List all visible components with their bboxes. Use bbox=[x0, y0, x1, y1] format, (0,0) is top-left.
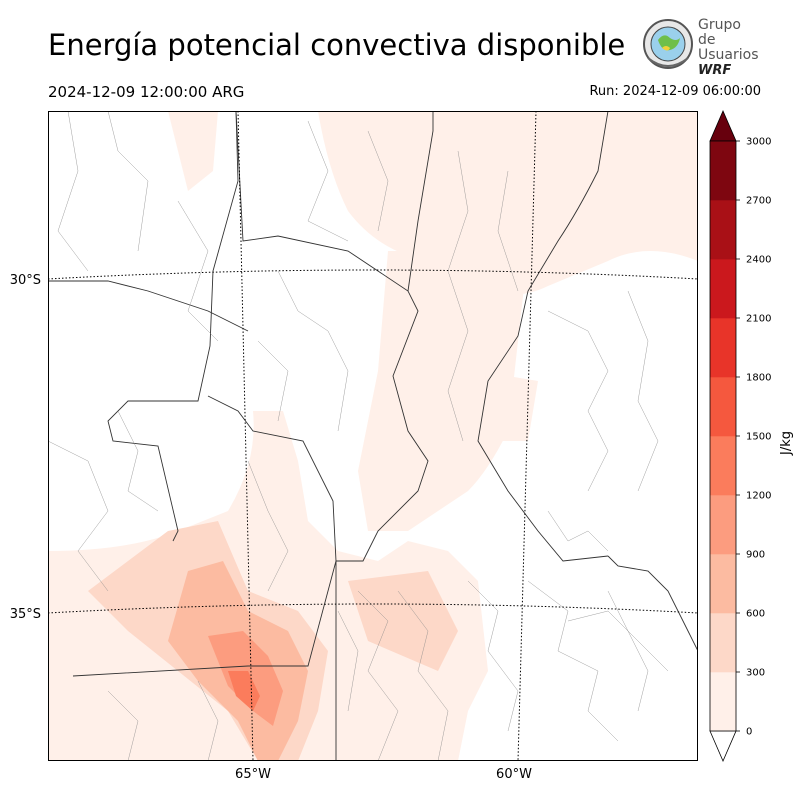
colorbar-bin bbox=[710, 436, 736, 496]
lat-label-35s: 35°S bbox=[10, 607, 41, 622]
cape-field bbox=[48, 111, 698, 761]
colorbar-tick-label: 600 bbox=[746, 609, 765, 620]
colorbar-tick-label: 2100 bbox=[746, 314, 771, 325]
colorbar-bin bbox=[710, 200, 736, 260]
colorbar-tick-label: 900 bbox=[746, 550, 765, 561]
cape-map bbox=[48, 111, 698, 761]
colorbar-bin bbox=[710, 318, 736, 378]
globe-emblem-icon bbox=[643, 19, 693, 69]
colorbar-extend-min bbox=[709, 730, 737, 763]
colorbar-tick-label: 300 bbox=[746, 668, 765, 679]
colorbar-tick-label: 1800 bbox=[746, 373, 771, 384]
colorbar-bin bbox=[710, 554, 736, 614]
colorbar-bin bbox=[710, 672, 736, 732]
colorbar-tick-label: 0 bbox=[746, 727, 752, 738]
colorbar-tick-label: 3000 bbox=[746, 137, 771, 148]
logo-text: Grupo de Usuarios WRF bbox=[698, 17, 759, 79]
department-borders bbox=[48, 111, 669, 761]
colorbar-bin bbox=[710, 141, 736, 201]
colorbar-tick-label: 1500 bbox=[746, 432, 771, 443]
colorbar-unit-label: J/kg bbox=[779, 431, 794, 456]
colorbar-bin bbox=[710, 259, 736, 319]
parallel-35s bbox=[48, 603, 698, 614]
run-time-label: Run: 2024-12-09 06:00:00 bbox=[589, 84, 761, 99]
colorbar-tick-label: 2700 bbox=[746, 196, 771, 207]
colorbar-tick-label: 2400 bbox=[746, 255, 771, 266]
colorbar-tick-label: 1200 bbox=[746, 491, 771, 502]
colorbar-bin bbox=[710, 377, 736, 437]
colorbar-bins bbox=[709, 109, 737, 763]
colorbar: 0 300 600 900 1200 1500 1800 2100 2400 2700 3000 J… bbox=[709, 109, 794, 763]
page-title: Energía potencial convectiva disponible bbox=[48, 28, 626, 62]
map-frame bbox=[48, 111, 698, 761]
colorbar-extend-max bbox=[709, 109, 737, 142]
province-borders bbox=[48, 111, 698, 761]
colorbar-ticks: 0 300 600 900 1200 1500 1800 2100 2400 2700 3000 bbox=[736, 137, 771, 738]
lat-label-30s: 30°S bbox=[10, 273, 41, 288]
colorbar-bin bbox=[710, 613, 736, 673]
valid-time-label: 2024-12-09 12:00:00 ARG bbox=[48, 83, 245, 101]
graticule bbox=[48, 111, 698, 761]
parallel-30s bbox=[48, 269, 698, 280]
lon-label-60w: 60°W bbox=[496, 767, 532, 782]
colorbar-bin bbox=[710, 495, 736, 555]
lon-label-65w: 65°W bbox=[235, 767, 271, 782]
group-logo: Grupo de Usuarios WRF bbox=[640, 18, 760, 78]
